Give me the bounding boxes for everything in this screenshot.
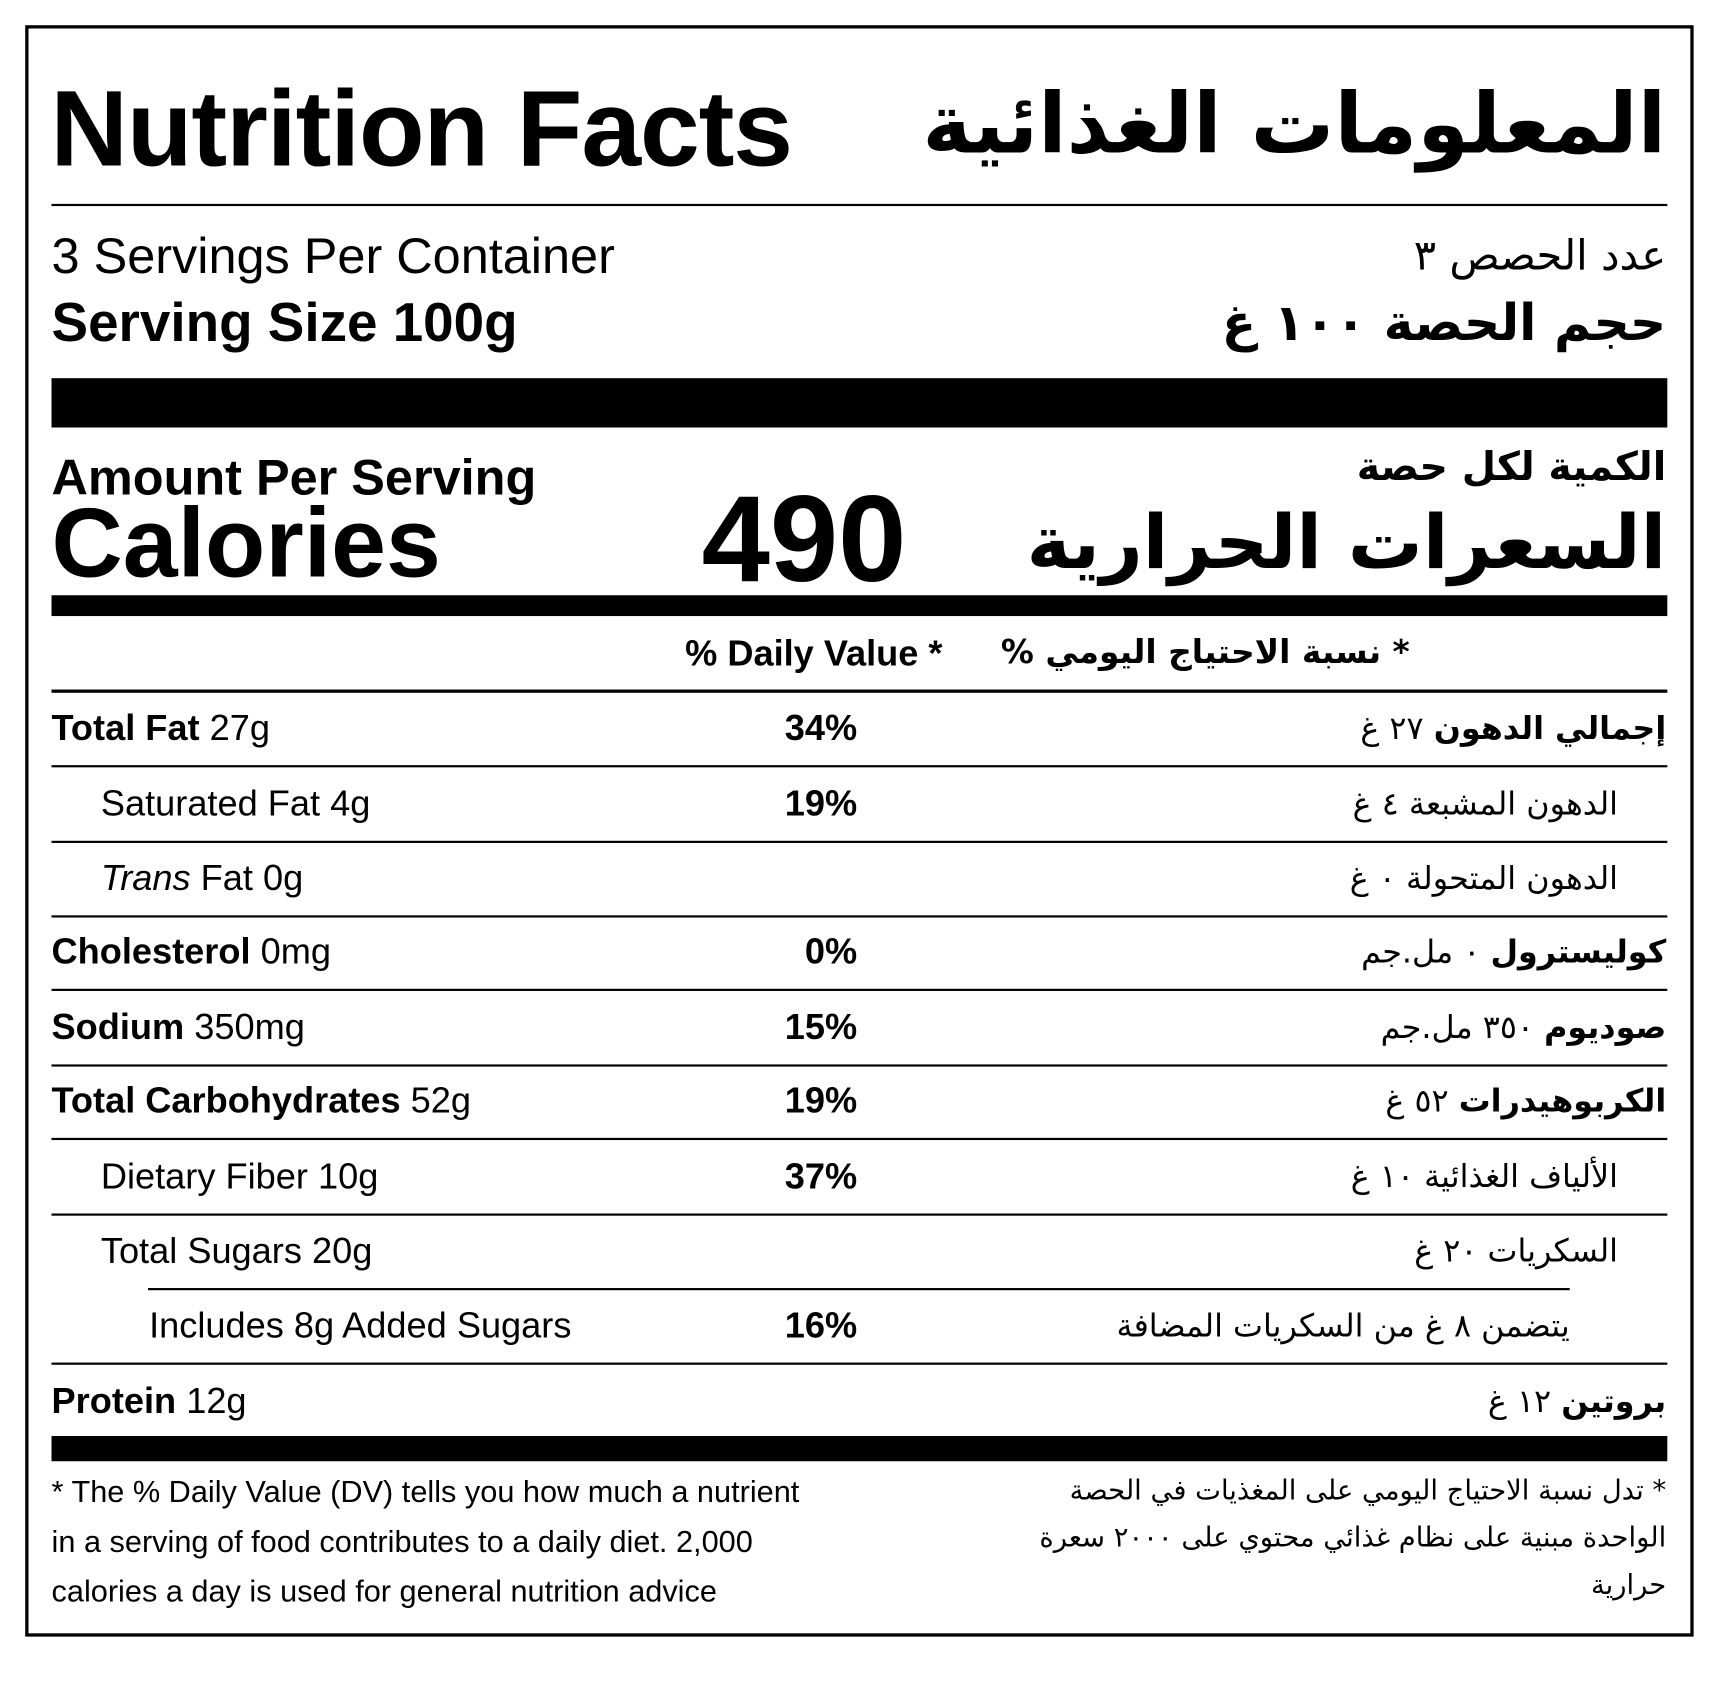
divider: [51, 203, 1668, 207]
nutrient-name-ar: يتضمن ٨ غ من السكريات المضافة: [1117, 1303, 1570, 1347]
nutrient-name-ar: السكريات ٢٠ غ: [1414, 1229, 1618, 1273]
nutrient-amount-ar: يتضمن ٨ غ من السكريات المضافة: [1116, 1306, 1570, 1344]
row-divider: [51, 988, 1668, 991]
nutrient-amount-en: 350mg: [184, 1006, 305, 1047]
nutrient-name-ar: الكربوهيدرات ٥٢ غ: [1385, 1079, 1666, 1123]
row-divider: [147, 1288, 1570, 1291]
nutrient-name-bold: Total Fat: [51, 707, 200, 748]
nutrient-amount-ar: ١٢ غ: [1487, 1382, 1562, 1420]
nutrient-amount-en: 12g: [176, 1380, 247, 1421]
serving-size-en: Serving Size 100g: [51, 291, 518, 353]
row-divider: [51, 1064, 1668, 1067]
servings-per-container-ar: عدد الحصص ٣: [1413, 231, 1667, 280]
row-divider: [51, 915, 1668, 918]
footnote-ar-line: حرارية: [1590, 1568, 1667, 1601]
nutrient-name-ar: بروتين ١٢ غ: [1488, 1379, 1666, 1423]
nutrient-name-bold: Cholesterol: [51, 930, 251, 972]
nutrient-name-ar-bold: صوديوم: [1544, 1008, 1667, 1046]
daily-value-percent: 16%: [784, 1304, 858, 1346]
bottom-thick-divider: [51, 1436, 1668, 1462]
nutrient-amount-ar: ٢٧ غ: [1360, 709, 1434, 747]
amount-per-serving-en: Amount Per Serving: [51, 448, 537, 506]
calories-label-ar: السعرات الحرارية: [1026, 499, 1667, 587]
footnote-ar: * تدل نسبة الاحتياج اليومي على المغذيات …: [1039, 1467, 1666, 1608]
nutrient-amount-en: Total Sugars 20g: [100, 1229, 373, 1271]
daily-value-header-ar: * نسبة الاحتياج اليومي %: [1000, 633, 1410, 672]
daily-value-percent: 19%: [784, 782, 858, 824]
nutrient-name-en: Dietary Fiber 10g: [101, 1154, 378, 1198]
nutrient-name-italic: Trans: [100, 857, 191, 898]
nutrient-name-bold: Sodium: [51, 1006, 185, 1047]
footnote-en: * The % Daily Value (DV) tells you how m…: [52, 1467, 800, 1617]
serving-size-ar: حجم الحصة ١٠٠ غ: [1221, 292, 1667, 352]
nutrient-name-ar-bold: كوليسترول: [1490, 932, 1667, 971]
footnote-ar-line: * تدل نسبة الاحتياج اليومي على المغذيات …: [1069, 1474, 1667, 1507]
row-divider: [51, 1213, 1668, 1216]
daily-value-percent: 34%: [784, 707, 858, 748]
nutrient-name-en: Total Sugars 20g: [101, 1229, 372, 1273]
footnote-en-line: in a serving of food contributes to a da…: [51, 1524, 753, 1559]
daily-value-percent: 0%: [804, 930, 858, 972]
nutrient-amount-ar: ٠ مل.جم: [1361, 932, 1491, 971]
calories-value: 490: [701, 470, 907, 608]
row-divider: [51, 1137, 1668, 1141]
servings-per-container-en: 3 Servings Per Container: [51, 226, 615, 284]
footnote-en-line: * The % Daily Value (DV) tells you how m…: [51, 1474, 800, 1509]
nutrient-amount-ar: الدهون المشبعة ٤ غ: [1352, 784, 1618, 823]
nutrient-amount-ar: الدهون المتحولة ٠ غ: [1349, 859, 1618, 897]
nutrient-name-ar-bold: الكربوهيدرات: [1458, 1081, 1667, 1120]
title-en: Nutrition Facts: [50, 67, 793, 189]
nutrient-name-en: Trans Fat 0g: [101, 856, 303, 900]
nutrient-name-bold: Total Carbohydrates: [51, 1079, 401, 1121]
title-ar: المعلومات الغذائية: [922, 74, 1667, 173]
nutrient-name-en: Total Carbohydrates 52g: [52, 1079, 472, 1123]
nutrient-amount-en: Dietary Fiber 10g: [100, 1155, 379, 1196]
nutrient-name-ar: الألياف الغذائية ١٠ غ: [1351, 1154, 1618, 1198]
nutrient-name-ar: الدهون المتحولة ٠ غ: [1350, 856, 1618, 900]
nutrient-name-ar: كوليسترول ٠ مل.جم: [1361, 930, 1666, 974]
nutrient-amount-ar: السكريات ٢٠ غ: [1414, 1232, 1618, 1270]
nutrient-amount-ar: الألياف الغذائية ١٠ غ: [1350, 1157, 1618, 1195]
nutrient-amount-en: 0mg: [250, 930, 331, 972]
daily-value-header-en: % Daily Value *: [685, 632, 943, 674]
row-divider: [51, 765, 1668, 768]
nutrient-amount-en: Saturated Fat 4g: [100, 782, 371, 824]
calories-label-en: Calories: [51, 488, 441, 599]
thick-divider: [51, 378, 1668, 428]
footnote-en-line: calories a day is used for general nutri…: [51, 1574, 717, 1609]
daily-value-percent: 37%: [784, 1155, 858, 1196]
nutrient-name-ar: إجمالي الدهون ٢٧ غ: [1360, 706, 1666, 750]
nutrient-name-en: Protein 12g: [52, 1379, 247, 1423]
nutrient-amount-en: 27g: [199, 707, 270, 748]
nutrient-name-en: Cholesterol 0mg: [52, 930, 331, 974]
row-divider: [51, 840, 1668, 843]
daily-value-percent: 15%: [784, 1006, 858, 1047]
nutrient-name-en: Includes 8g Added Sugars: [149, 1303, 571, 1347]
nutrient-name-ar: صوديوم ٣٥٠ مل.جم: [1381, 1005, 1667, 1049]
nutrient-amount-ar: ٣٥٠ مل.جم: [1380, 1008, 1545, 1046]
daily-value-percent: 19%: [784, 1079, 858, 1121]
nutrient-amount-en: 52g: [400, 1079, 472, 1121]
row-divider: [51, 1362, 1668, 1365]
nutrient-name-ar: الدهون المشبعة ٤ غ: [1353, 782, 1618, 826]
nutrient-name-en: Total Fat 27g: [52, 706, 270, 750]
nutrient-amount-en: Includes 8g Added Sugars: [149, 1304, 572, 1346]
label-border: [25, 25, 1694, 1637]
footnote-ar-line: الواحدة مبنية على نظام غذائي محتوي على ٢…: [1039, 1521, 1667, 1554]
nutrient-amount-en: Fat 0g: [190, 857, 304, 898]
nutrient-name-bold: Protein: [51, 1380, 177, 1421]
amount-per-serving-ar: الكمية لكل حصة: [1356, 445, 1667, 491]
medium-divider: [51, 595, 1668, 617]
divider: [51, 689, 1668, 693]
nutrient-name-ar-bold: بروتين: [1561, 1382, 1667, 1420]
nutrient-name-en: Saturated Fat 4g: [101, 782, 370, 826]
nutrient-name-ar-bold: إجمالي الدهون: [1433, 709, 1667, 747]
nutrient-name-en: Sodium 350mg: [52, 1005, 305, 1049]
nutrient-amount-ar: ٥٢ غ: [1385, 1081, 1459, 1120]
